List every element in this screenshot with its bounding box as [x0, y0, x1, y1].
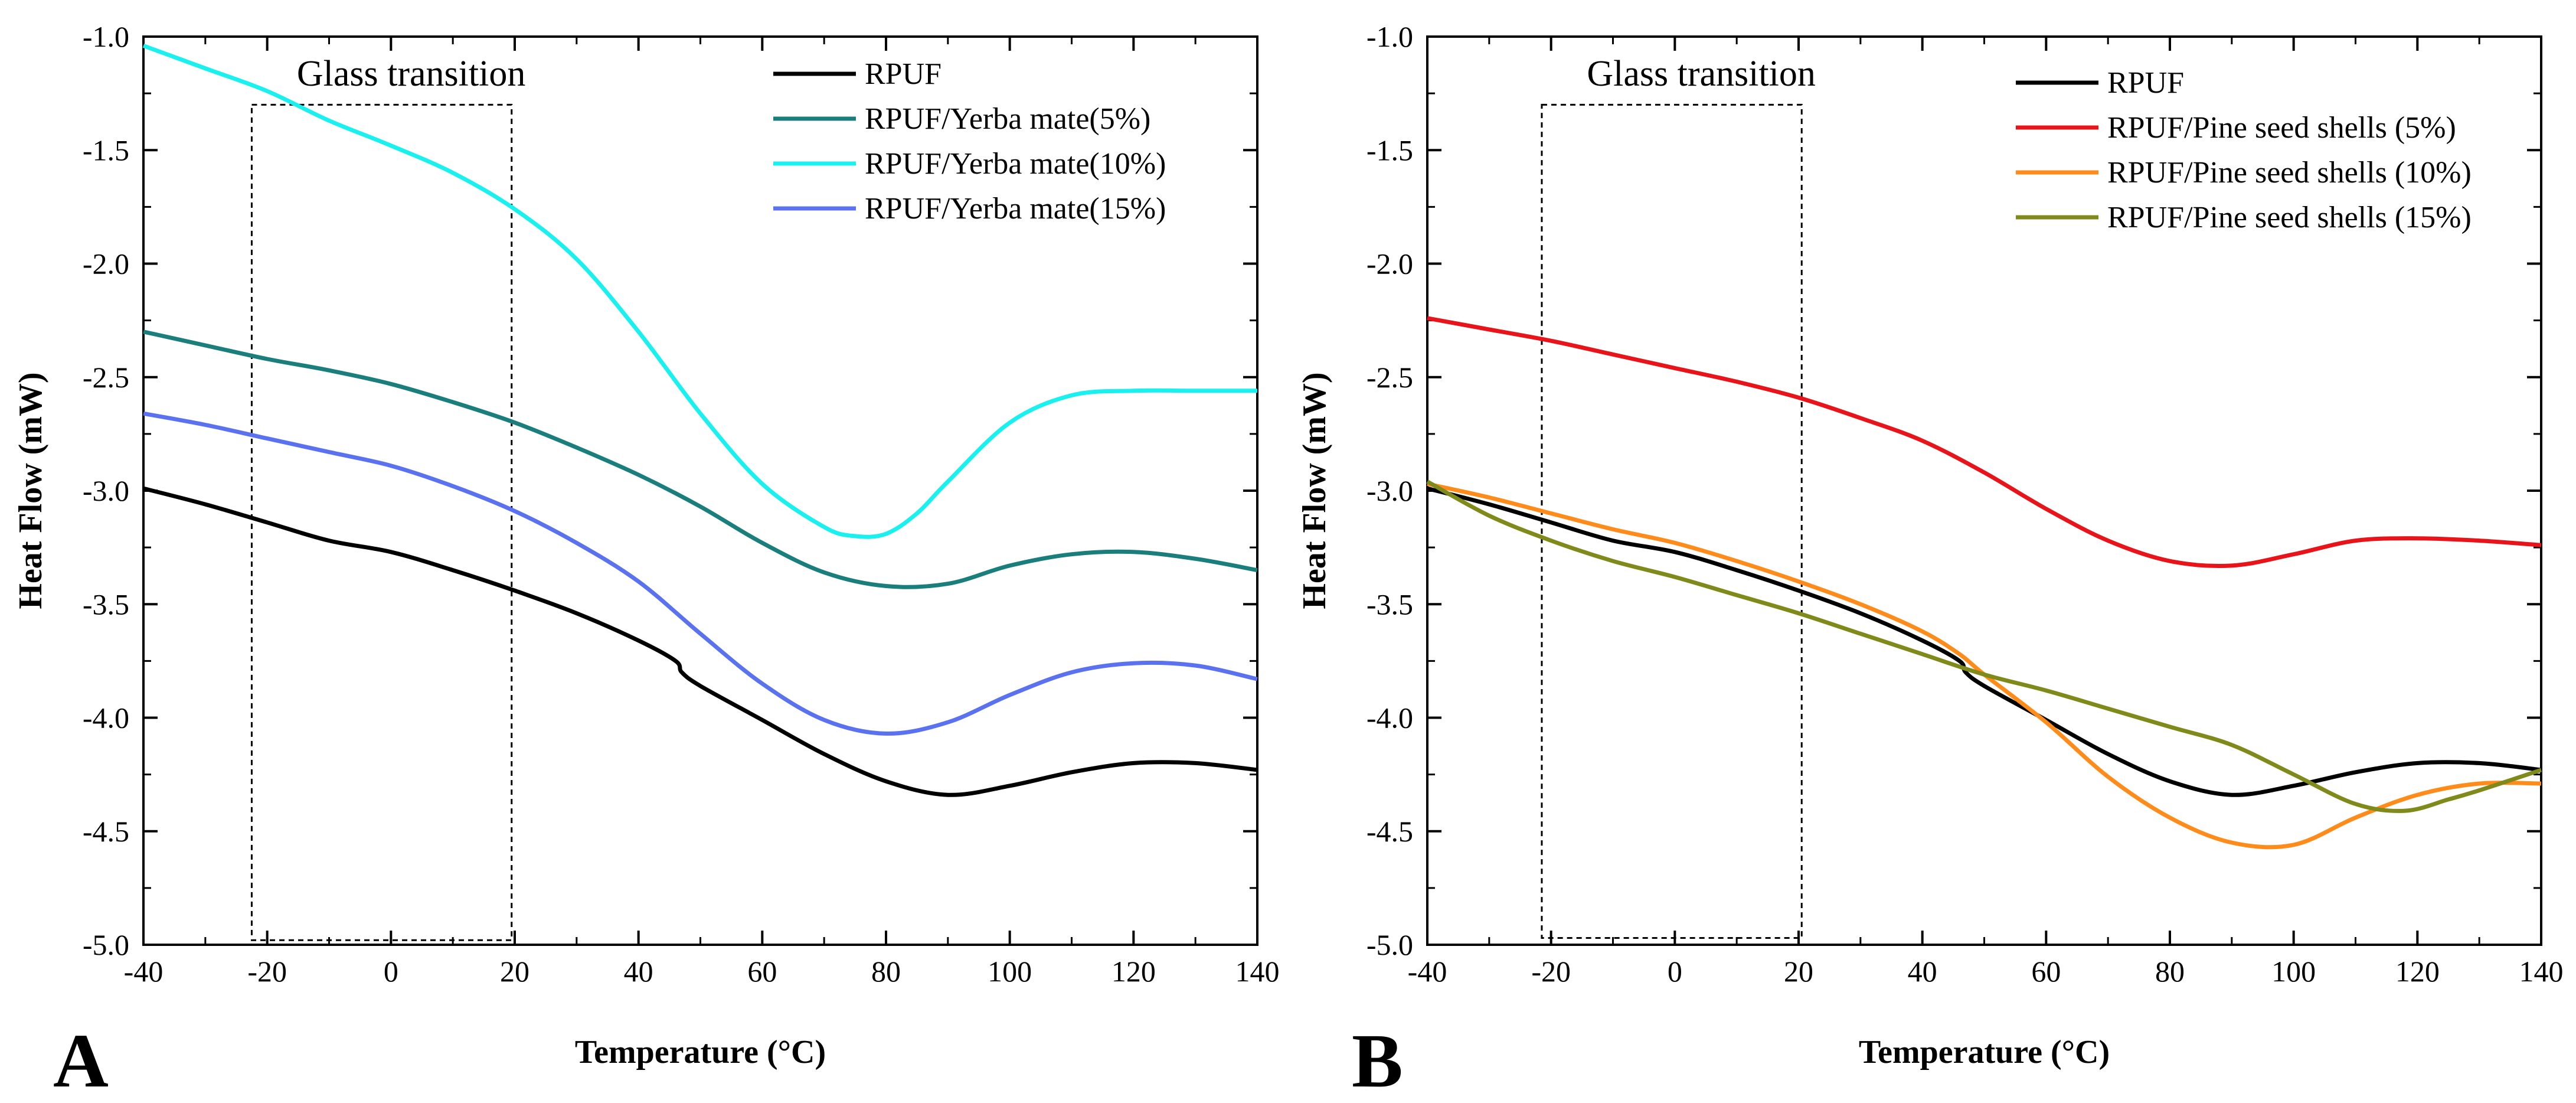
glass-transition-label: Glass transition [1587, 54, 1815, 94]
y-tick-label: -2.0 [83, 247, 129, 280]
series-line-3 [1426, 479, 2542, 813]
panel-label: B [1352, 1019, 1403, 1103]
x-tick-label: -40 [1408, 955, 1447, 988]
chart-panel-b: -40 -20 0 20 40 60 80 100 120 140 -5.0 -4.5 -4.0 -3.5… [1296, 20, 2564, 1103]
x-tick-label: 40 [1908, 955, 1937, 988]
y-tick-label: -1.5 [1367, 133, 1413, 167]
series-line-1 [1427, 316, 2542, 568]
x-axis-title: Temperature (°C) [575, 1034, 826, 1071]
legend-label: RPUF/Pine seed shells (15%) [2107, 201, 2472, 234]
y-tick-label: -4.5 [83, 815, 129, 848]
series-line-2 [142, 44, 1257, 539]
x-tick-label: -20 [247, 955, 287, 988]
x-tick-label: 0 [384, 955, 398, 988]
y-tick-label: -2.0 [1367, 247, 1413, 280]
x-tick-label: 100 [2271, 955, 2316, 988]
legend-label: RPUF/Yerba mate(10%) [865, 147, 1166, 181]
legend-label: RPUF/Yerba mate(15%) [865, 192, 1166, 226]
x-tick-label: 60 [2031, 955, 2061, 988]
x-tick-label: 20 [1784, 955, 1813, 988]
legend-label: RPUF/Pine seed shells (5%) [2107, 111, 2456, 145]
x-tick-label: 40 [624, 955, 653, 988]
glass-transition-box [250, 103, 513, 941]
glass-transition-label: Glass transition [297, 54, 525, 94]
x-tick-label: 140 [1235, 955, 1280, 988]
y-axis-title: Heat Flow (mW) [1296, 372, 1333, 609]
y-tick-label: -1.5 [83, 133, 129, 167]
y-tick-label: -2.5 [1367, 361, 1413, 394]
chart-panel-a: -40 -20 0 20 40 60 80 100 120 140 -5.0 -4.5 -4.0 -3.5… [12, 20, 1280, 1103]
x-tick-label: 20 [500, 955, 529, 988]
series-line-0 [1427, 486, 2542, 797]
x-tick-label: 140 [2519, 955, 2564, 988]
x-tick-label: 120 [1112, 955, 1156, 988]
y-axis-title: Heat Flow (mW) [12, 372, 49, 609]
y-tick-label: -2.5 [83, 361, 129, 394]
x-tick-label: 120 [2395, 955, 2440, 988]
y-tick-label: -3.0 [83, 474, 129, 507]
x-tick-label: -20 [1531, 955, 1571, 988]
y-tick-label: -3.0 [1367, 474, 1413, 507]
panel-label: A [53, 1019, 109, 1103]
y-tick-label: -5.0 [1367, 928, 1413, 961]
x-tick-label: -40 [124, 955, 164, 988]
series-line-3 [143, 411, 1258, 736]
y-tick-label: -1.0 [1367, 20, 1413, 53]
series-line-2 [1427, 482, 2542, 850]
y-tick-label: -3.5 [83, 588, 129, 621]
legend-label: RPUF/Pine seed shells (10%) [2107, 156, 2472, 190]
x-tick-label: 0 [1668, 955, 1682, 988]
y-tick-label: -4.5 [1367, 815, 1413, 848]
y-tick-label: -1.0 [83, 20, 129, 53]
x-axis-title: Temperature (°C) [1859, 1034, 2110, 1071]
x-tick-label: 80 [2155, 955, 2185, 988]
series-line-1 [143, 329, 1258, 589]
series-line-0 [143, 486, 1258, 797]
y-tick-label: -3.5 [1367, 588, 1413, 621]
x-tick-label: 100 [988, 955, 1032, 988]
y-tick-label: -4.0 [1367, 701, 1413, 735]
legend-label: RPUF [2107, 66, 2184, 100]
y-tick-label: -4.0 [83, 701, 129, 735]
legend-label: RPUF [865, 57, 942, 91]
legend-label: RPUF/Yerba mate(5%) [865, 102, 1150, 136]
x-tick-label: 60 [747, 955, 777, 988]
x-tick-label: 80 [871, 955, 901, 988]
y-tick-label: -5.0 [83, 928, 129, 961]
